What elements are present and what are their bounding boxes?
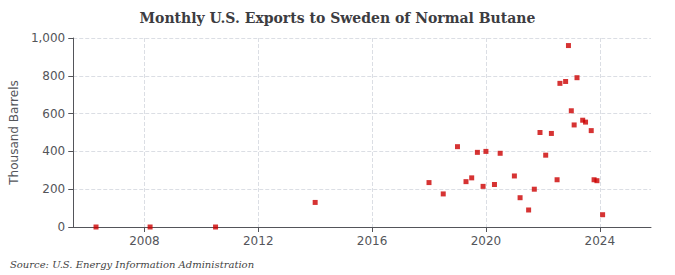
svg-text:Thousand Barrels: Thousand Barrels	[7, 80, 21, 185]
svg-text:1,000: 1,000	[31, 31, 65, 45]
svg-text:Source: U.S. Energy Informatio: Source: U.S. Energy Information Administ…	[10, 259, 254, 270]
svg-text:0: 0	[58, 220, 66, 234]
svg-text:200: 200	[42, 182, 65, 196]
svg-text:2016: 2016	[357, 234, 388, 248]
svg-text:2012: 2012	[243, 234, 274, 248]
svg-text:600: 600	[42, 107, 65, 121]
svg-text:2008: 2008	[129, 234, 160, 248]
svg-text:2024: 2024	[584, 234, 615, 248]
svg-text:400: 400	[42, 144, 65, 158]
svg-text:2020: 2020	[471, 234, 502, 248]
svg-text:Monthly U.S. Exports to Sweden: Monthly U.S. Exports to Sweden of Normal…	[140, 10, 536, 26]
svg-text:800: 800	[42, 69, 65, 83]
